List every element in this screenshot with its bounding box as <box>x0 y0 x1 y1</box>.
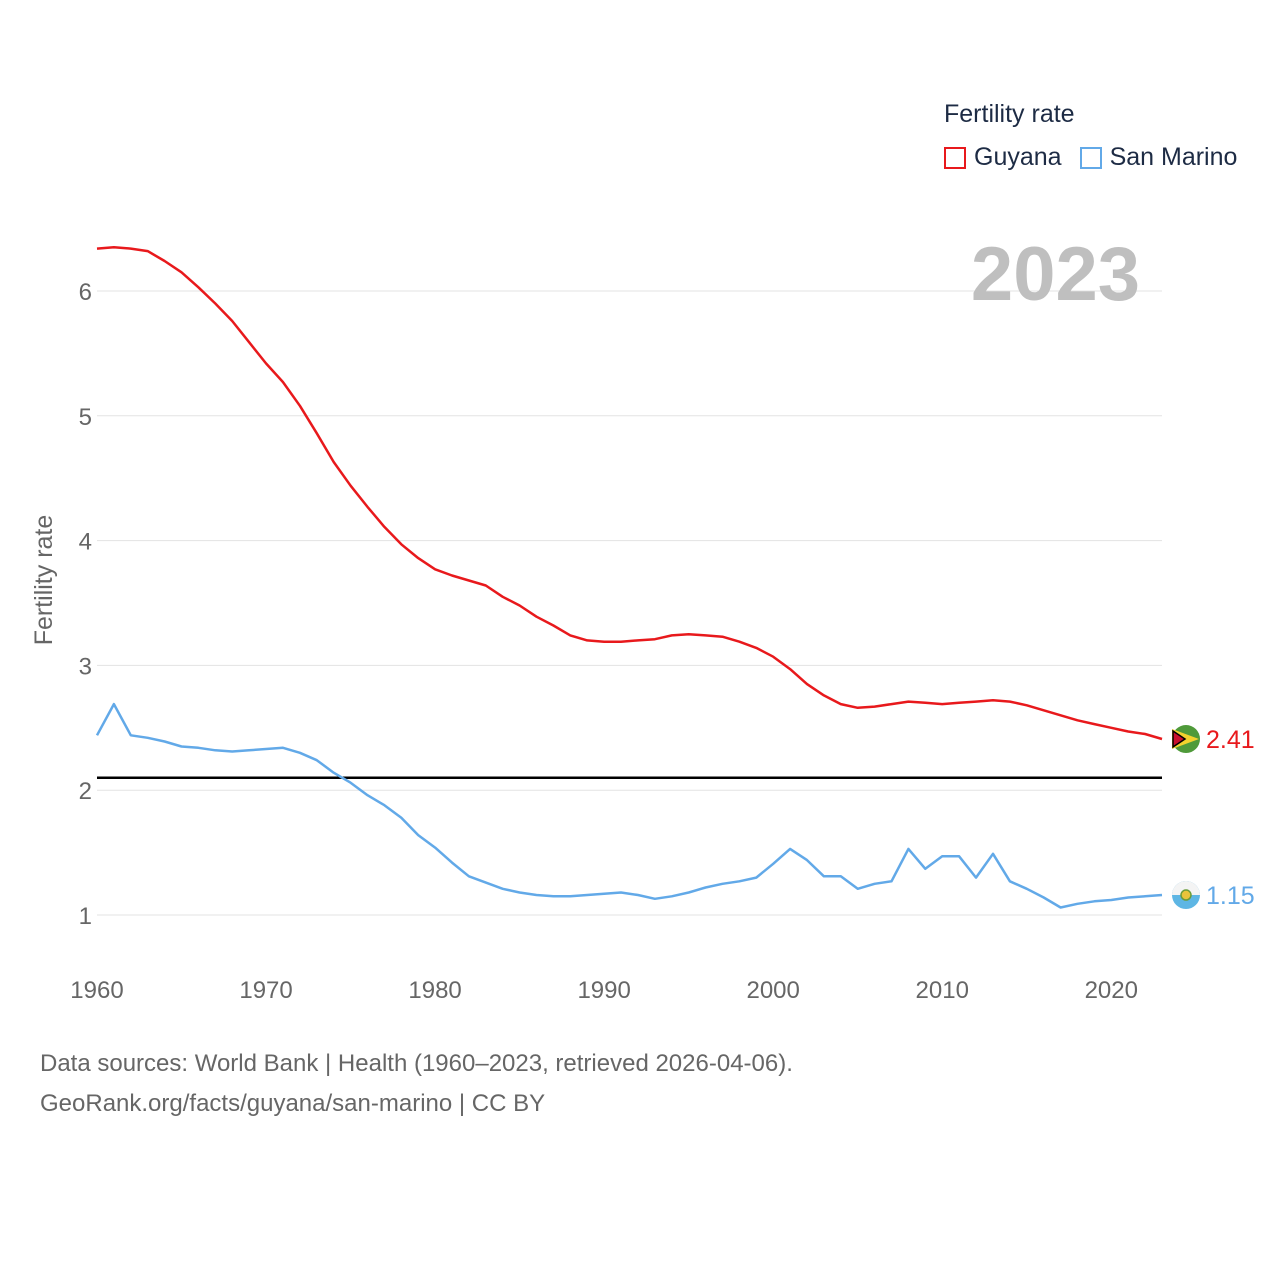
source-line-2[interactable]: GeoRank.org/facts/guyana/san-marino | CC… <box>40 1090 546 1117</box>
grid-lines <box>97 290 1162 916</box>
y-tick-label-1: 1 <box>79 903 92 930</box>
y-axis-ticks: 1 2 3 4 5 6 <box>79 279 92 930</box>
flag-triangle-red <box>1172 729 1187 749</box>
legend: Guyana San Marino <box>944 143 1255 172</box>
legend-item-guyana[interactable]: Guyana <box>944 143 1062 172</box>
flag-top-white <box>1172 881 1200 896</box>
y-tick-label-4: 4 <box>79 529 92 556</box>
x-tick-label-2020: 2020 <box>1085 977 1138 1004</box>
y-axis-label: Fertility rate <box>30 515 58 646</box>
legend-label-san-marino: San Marino <box>1109 143 1238 171</box>
end-value-label-guyana: 2.41 <box>1206 726 1255 754</box>
legend-title: Fertility rate <box>944 100 1075 128</box>
y-tick-label-3: 3 <box>79 653 92 680</box>
end-value-label-san-marino: 1.15 <box>1206 882 1255 910</box>
x-tick-label-2010: 2010 <box>916 977 969 1004</box>
series-line-guyana <box>96 246 1163 741</box>
series-end-markers: 2.41 1.15 <box>1172 725 1255 910</box>
y-tick-label-2: 2 <box>79 778 92 805</box>
legend-item-san-marino[interactable]: San Marino <box>1079 143 1238 172</box>
x-tick-label-1980: 1980 <box>408 977 461 1004</box>
x-tick-label-1970: 1970 <box>239 977 292 1004</box>
x-tick-label-1990: 1990 <box>577 977 630 1004</box>
legend-label-guyana: Guyana <box>974 143 1062 171</box>
x-axis-ticks: 1960 1970 1980 1990 2000 2010 2020 <box>70 977 1138 1004</box>
current-year-label: 2023 <box>971 232 1140 317</box>
legend-swatch-guyana <box>944 146 966 169</box>
y-tick-label-6: 6 <box>79 279 92 306</box>
series-lines <box>95 246 1163 909</box>
x-tick-label-2000: 2000 <box>746 977 799 1004</box>
series-line-san-marino <box>95 702 1163 909</box>
source-line-1: Data sources: World Bank | Health (1960–… <box>40 1050 793 1077</box>
x-tick-label-1960: 1960 <box>70 977 123 1004</box>
y-tick-label-5: 5 <box>79 404 92 431</box>
legend-swatch-san-marino <box>1079 146 1102 169</box>
source-note: Data sources: World Bank | Health (1960–… <box>40 1044 793 1124</box>
flag-emblem <box>1180 889 1192 901</box>
